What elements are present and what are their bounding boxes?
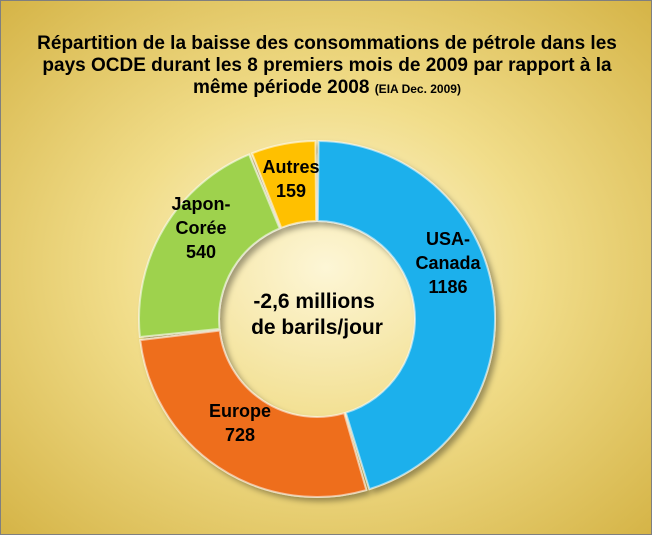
center-label: -2,6 millions de barils/jour	[251, 290, 383, 339]
chart-title-main: Répartition de la baisse des consommatio…	[37, 33, 617, 98]
data-label-value: 159	[276, 181, 306, 201]
data-label-category: USA-	[426, 229, 470, 249]
data-label-category: Japon-	[171, 194, 230, 214]
data-label-value: 728	[225, 425, 255, 445]
data-label-usa-canada: USA- Canada 1186	[415, 229, 481, 297]
data-label-europe: Europe 728	[209, 401, 271, 445]
segment-japon-coree	[138, 153, 281, 339]
center-label-line2: de barils/jour	[251, 316, 383, 339]
chart-title-source: (EIA Dec. 2009)	[374, 82, 461, 96]
segment-europe	[139, 329, 368, 498]
data-label-japon-coree: Japon- Corée 540	[171, 194, 230, 262]
segment-autres	[250, 139, 318, 230]
data-label-autres: Autres 159	[262, 157, 319, 201]
chart-title: Répartition de la baisse des consommatio…	[21, 33, 633, 100]
data-label-category: Europe	[209, 401, 271, 421]
data-label-category: Autres	[262, 157, 319, 177]
data-label-category: Corée	[175, 218, 226, 238]
data-label-category: Canada	[415, 253, 481, 273]
data-label-value: 1186	[428, 277, 467, 297]
segment-usa-canada	[316, 139, 496, 491]
data-label-value: 540	[186, 242, 216, 262]
center-label-line1: -2,6 millions	[253, 290, 374, 313]
